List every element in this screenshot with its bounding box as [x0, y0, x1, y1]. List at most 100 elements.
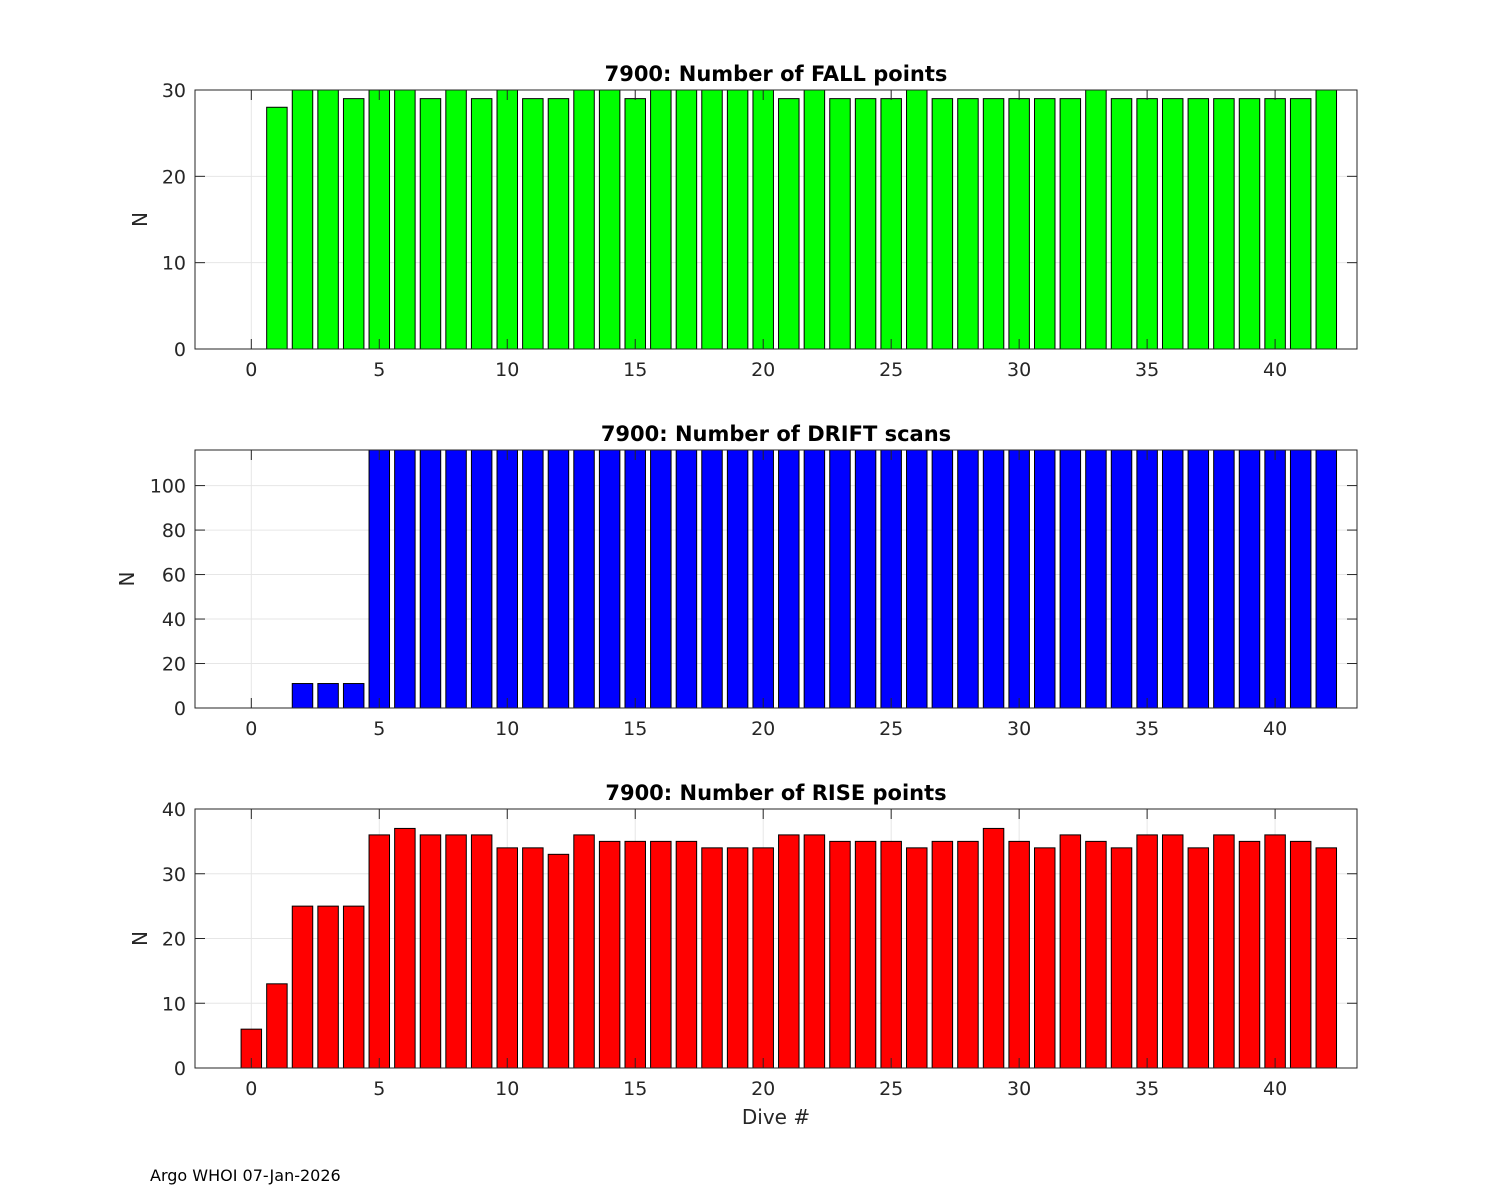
- bar: [1187, 847, 1210, 1068]
- bar-series: [214, 450, 1338, 708]
- y-axis-label: N: [128, 931, 152, 946]
- bar: [1136, 98, 1158, 349]
- bar: [342, 98, 365, 349]
- bar: [470, 98, 493, 349]
- bar: [752, 450, 774, 708]
- y-tick-label: 40: [162, 799, 186, 821]
- bar: [931, 98, 954, 349]
- x-tick-label: 40: [1263, 718, 1287, 740]
- bar: [368, 450, 391, 708]
- axes-box: [194, 449, 1358, 709]
- y-tick-label: 30: [162, 864, 186, 886]
- bar: [1289, 450, 1312, 708]
- bar: [1213, 98, 1235, 349]
- x-tick-label: 40: [1263, 359, 1287, 381]
- bar: [1110, 450, 1133, 708]
- bar: [1136, 834, 1158, 1068]
- bar: [675, 450, 698, 708]
- x-tick-label: 35: [1135, 718, 1159, 740]
- bar: [1264, 450, 1286, 708]
- chart-title: 7900: Number of FALL points: [605, 62, 948, 86]
- chart-panel-2: 0 5 10 15 20 25 30 35 40 0 20 40 60 80 100 7900: Number…: [115, 422, 1358, 740]
- bar: [496, 90, 518, 349]
- bar: [701, 450, 723, 708]
- bar: [1264, 834, 1286, 1068]
- bar: [266, 983, 288, 1068]
- bar: [1034, 847, 1056, 1068]
- bar: [957, 450, 979, 708]
- bar: [1161, 450, 1184, 708]
- bar: [957, 840, 979, 1068]
- bar: [598, 90, 621, 349]
- bar: [957, 98, 979, 349]
- y-tick-label: 20: [162, 166, 186, 188]
- bar: [419, 834, 442, 1068]
- bar: [1238, 450, 1261, 708]
- bar: [701, 847, 723, 1068]
- x-tick-label: 5: [373, 718, 385, 740]
- bar: [1187, 450, 1210, 708]
- chart-title: 7900: Number of RISE points: [605, 781, 946, 805]
- bar: [368, 90, 391, 349]
- bar: [726, 90, 749, 349]
- bar: [419, 450, 442, 708]
- x-tick-label: 30: [1007, 718, 1031, 740]
- x-tick-label: 30: [1007, 359, 1031, 381]
- y-axis-label: N: [128, 212, 152, 227]
- bar: [291, 905, 314, 1068]
- bar: [829, 450, 851, 708]
- x-tick-label: 25: [879, 718, 903, 740]
- bar: [1059, 98, 1082, 349]
- bar: [317, 90, 339, 349]
- bar: [419, 98, 442, 349]
- bar: [1059, 450, 1082, 708]
- bar: [982, 98, 1005, 349]
- bar: [854, 840, 877, 1068]
- bar: [1213, 450, 1235, 708]
- bar: [266, 106, 288, 349]
- y-tick-label: 0: [174, 698, 186, 720]
- bar: [1187, 98, 1210, 349]
- y-tick-label: 0: [174, 339, 186, 361]
- bar: [1085, 90, 1107, 349]
- bar: [1238, 840, 1261, 1068]
- chart-panel-1: 0 5 10 15 20 25 30 35 40 0 10 20 30 7900: Number of F…: [128, 62, 1358, 381]
- x-tick-label: 5: [373, 359, 385, 381]
- bar: [445, 834, 467, 1068]
- bar: [906, 90, 928, 349]
- x-tick-label: 5: [373, 1078, 385, 1100]
- bar: [803, 90, 826, 349]
- bar: [1034, 98, 1056, 349]
- bar: [445, 450, 467, 708]
- y-tick-label: 80: [162, 520, 186, 542]
- bar: [470, 834, 493, 1068]
- bar: [1034, 450, 1056, 708]
- chart-panel-3: 0 5 10 15 20 25 30 35 40 0 10 20 30 40 7900: Number of…: [128, 781, 1358, 1129]
- chart-title: 7900: Number of DRIFT scans: [601, 422, 951, 446]
- bar: [522, 98, 544, 349]
- bar: [573, 834, 595, 1068]
- bar: [547, 450, 570, 708]
- bar: [982, 827, 1005, 1068]
- y-tick-label: 60: [162, 565, 186, 587]
- y-axis-label: N: [115, 572, 139, 587]
- bar: [598, 840, 621, 1068]
- bar: [650, 90, 672, 349]
- x-tick-label: 15: [623, 359, 647, 381]
- bar: [675, 90, 698, 349]
- y-tick-label: 0: [174, 1058, 186, 1080]
- x-axis-label: Dive #: [742, 1105, 810, 1129]
- bar: [752, 847, 774, 1068]
- bar: [547, 853, 570, 1068]
- bar: [1264, 98, 1286, 349]
- bar: [1085, 840, 1107, 1068]
- bar: [240, 1028, 263, 1068]
- x-tick-label: 40: [1263, 1078, 1287, 1100]
- x-tick-label: 20: [751, 718, 775, 740]
- bar: [317, 905, 339, 1068]
- bar: [445, 90, 467, 349]
- x-tick-label: 10: [495, 1078, 519, 1100]
- bar: [803, 450, 826, 708]
- bar: [701, 90, 723, 349]
